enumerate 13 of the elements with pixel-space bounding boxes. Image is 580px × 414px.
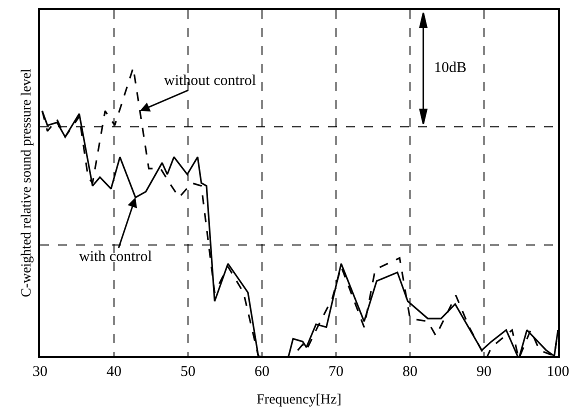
annotation: without control bbox=[164, 73, 256, 89]
y-axis-title: C-weighted relative sound pressure level bbox=[19, 68, 34, 298]
x-axis-title: Frequency[Hz] bbox=[256, 392, 342, 408]
annotation: 10dB bbox=[434, 60, 467, 76]
x-tick-label: 90 bbox=[476, 364, 492, 380]
x-tick-label: 80 bbox=[402, 364, 418, 380]
x-tick-label: 30 bbox=[32, 364, 48, 380]
annotation: with control bbox=[79, 249, 152, 265]
x-tick-label: 60 bbox=[254, 364, 270, 380]
x-tick-label: 40 bbox=[106, 364, 122, 380]
x-tick-label: 70 bbox=[328, 364, 344, 380]
x-tick-label: 100 bbox=[546, 364, 570, 380]
x-tick-label: 50 bbox=[180, 364, 196, 380]
